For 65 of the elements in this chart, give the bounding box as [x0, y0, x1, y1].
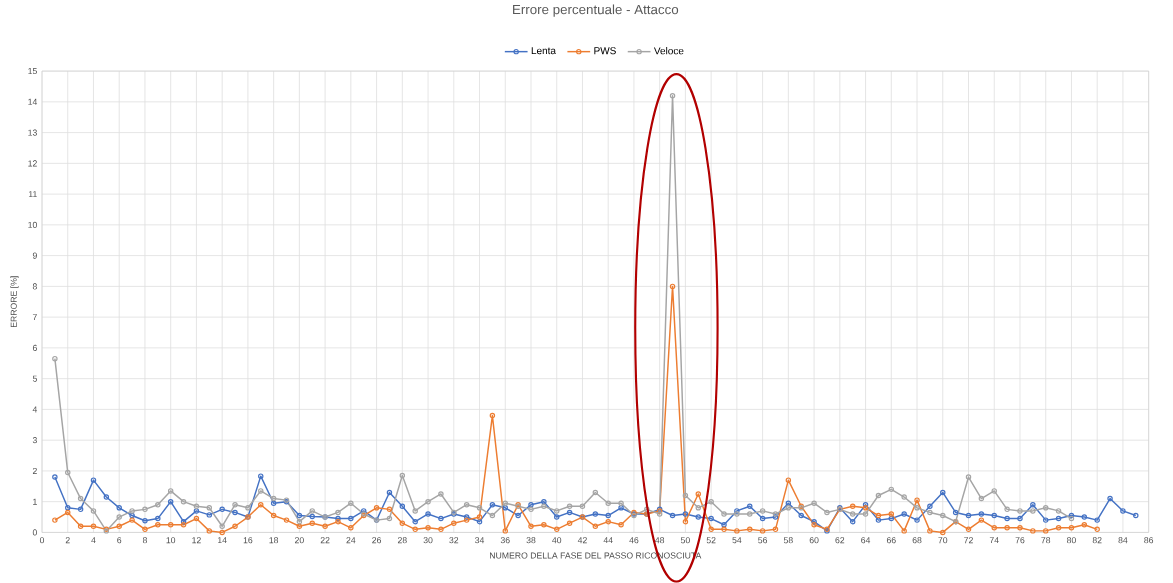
y-tick-label: 0 — [32, 529, 37, 536]
x-tick-label: 14 — [218, 537, 227, 544]
x-tick-label: 28 — [397, 537, 407, 544]
y-tick-label: 1 — [33, 498, 37, 505]
x-tick-label: 68 — [912, 537, 922, 544]
x-tick-label: 32 — [449, 537, 459, 544]
x-tick-label: 86 — [1144, 537, 1154, 544]
y-tick-label: 8 — [32, 283, 37, 290]
x-tick-label: 26 — [372, 537, 382, 544]
x-tick-label: 54 — [732, 537, 742, 544]
x-tick-label: 8 — [142, 537, 147, 544]
x-tick-label: 80 — [1067, 537, 1076, 544]
x-tick-label: 30 — [423, 537, 433, 544]
x-tick-label: 74 — [989, 537, 999, 544]
x-tick-label: 52 — [706, 537, 716, 544]
x-tick-label: 20 — [294, 537, 304, 544]
x-tick-label: 2 — [65, 537, 70, 544]
x-tick-label: 42 — [577, 537, 587, 544]
x-tick-label: 78 — [1041, 537, 1051, 544]
x-tick-label: 0 — [39, 537, 45, 544]
x-tick-label: 58 — [783, 537, 793, 544]
y-tick-label: 3 — [32, 437, 37, 444]
x-tick-label: 10 — [166, 537, 176, 544]
y-tick-label: 2 — [32, 468, 37, 475]
x-tick-label: 76 — [1015, 537, 1025, 544]
y-tick-label: 13 — [28, 129, 37, 136]
x-tick-label: 72 — [964, 537, 973, 544]
x-tick-label: 12 — [192, 537, 201, 544]
y-tick-label: 4 — [32, 406, 38, 413]
x-tick-label: 56 — [758, 537, 768, 544]
x-tick-label: 82 — [1092, 537, 1102, 544]
legend-label: Lenta — [531, 47, 556, 55]
y-tick-label: 10 — [28, 221, 37, 229]
x-tick-label: 34 — [475, 537, 485, 544]
legend-label: PWS — [594, 47, 616, 55]
x-tick-label: 50 — [680, 537, 690, 544]
y-tick-label: 15 — [28, 68, 37, 75]
y-axis-title: ERRORE [%] — [10, 276, 19, 328]
y-tick-label: 11 — [28, 191, 37, 198]
y-tick-label: 9 — [32, 252, 37, 259]
y-tick-label: 5 — [32, 375, 37, 382]
y-tick-label: 12 — [28, 160, 37, 167]
x-tick-label: 4 — [91, 537, 96, 544]
x-tick-label: 70 — [938, 537, 948, 544]
x-tick-label: 16 — [243, 537, 253, 544]
y-tick-label: 6 — [32, 344, 37, 352]
legend-label: Veloce — [653, 47, 684, 55]
x-tick-label: 60 — [809, 537, 819, 544]
x-tick-label: 64 — [861, 537, 871, 544]
x-tick-label: 36 — [500, 537, 510, 544]
x-tick-label: 40 — [552, 537, 562, 544]
y-tick-label: 7 — [32, 314, 37, 321]
x-tick-label: 48 — [655, 537, 665, 544]
y-tick-label: 14 — [28, 99, 38, 105]
x-tick-label: 84 — [1118, 537, 1128, 544]
x-tick-label: 62 — [835, 537, 845, 544]
x-tick-label: 66 — [886, 537, 896, 544]
x-tick-label: 44 — [603, 537, 613, 544]
x-tick-label: 38 — [526, 537, 536, 544]
x-tick-label: 6 — [117, 537, 122, 544]
x-tick-label: 18 — [269, 537, 279, 544]
x-tick-label: 22 — [320, 537, 330, 544]
x-tick-label: 24 — [346, 537, 356, 544]
x-tick-label: 46 — [629, 537, 639, 544]
chart-title: Errore percentuale - Attacco — [513, 4, 679, 17]
